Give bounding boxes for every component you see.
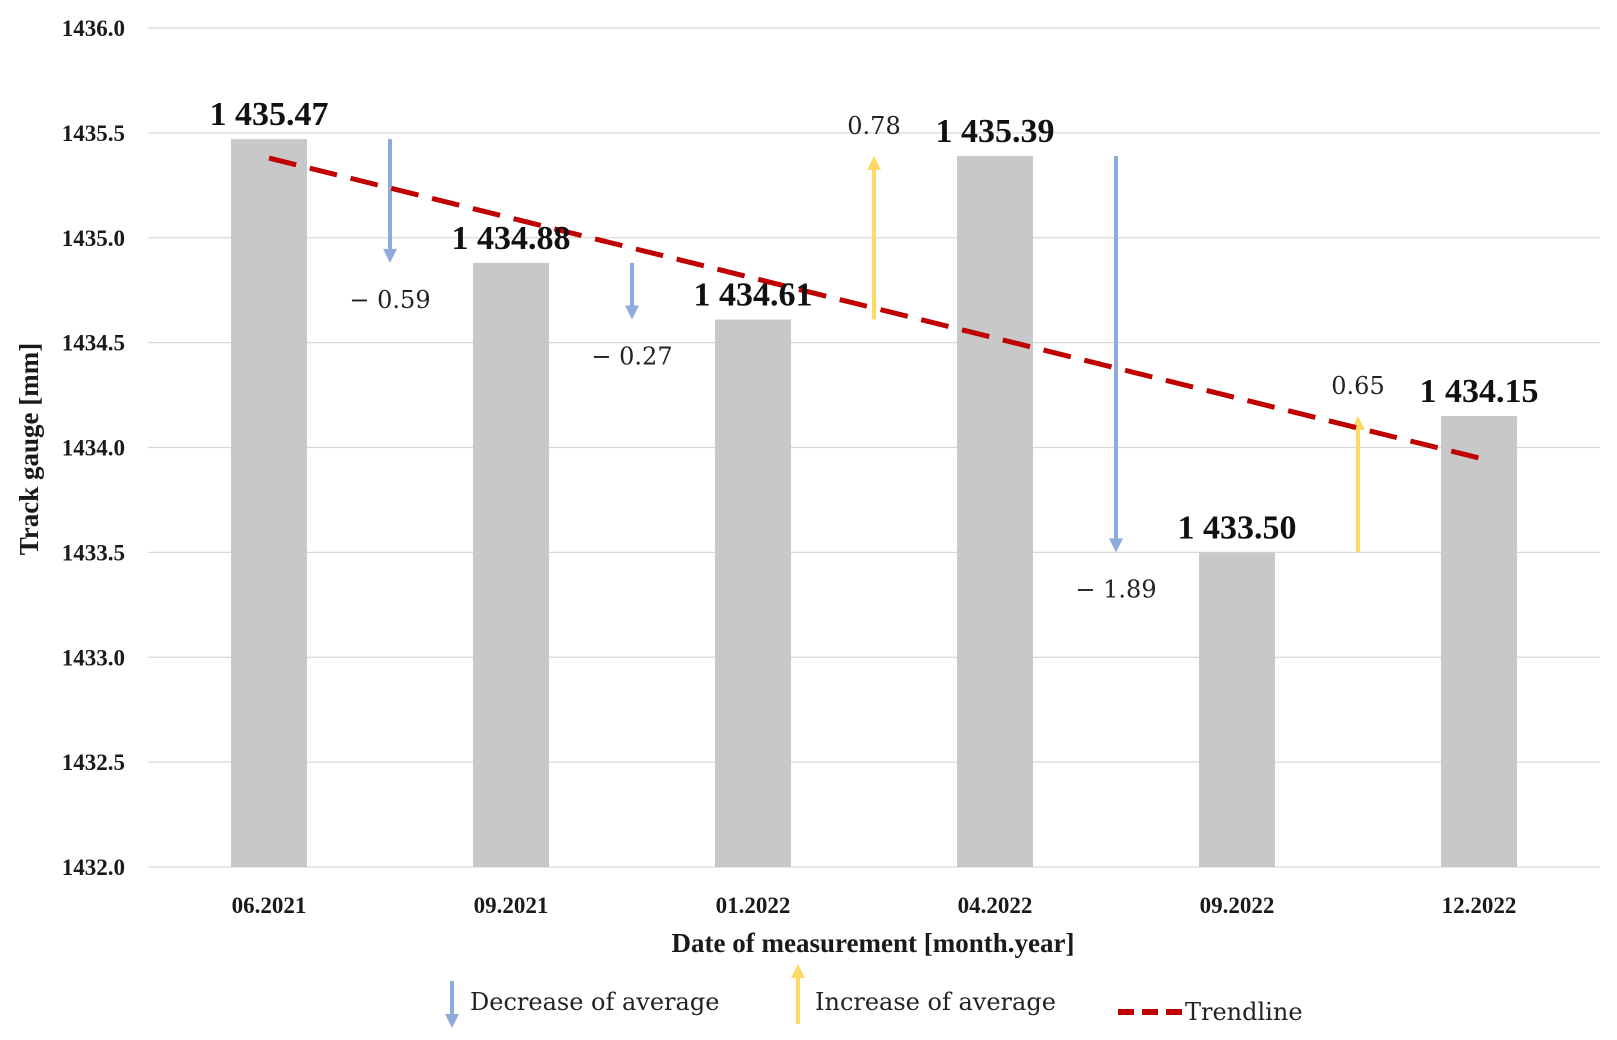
- bar-value-label: 1 435.47: [210, 96, 329, 133]
- change-label: 0.65: [1331, 372, 1384, 400]
- x-tick-label: 09.2022: [1200, 893, 1275, 918]
- y-tick-label: 1434.0: [62, 436, 125, 461]
- change-label: 0.78: [847, 112, 900, 140]
- legend-trendline-label: Trendline: [1185, 998, 1303, 1026]
- x-tick-label: 01.2022: [716, 893, 791, 918]
- bar-12.2022: [1441, 416, 1517, 867]
- bar-06.2021: [231, 139, 307, 868]
- bar-01.2022: [715, 319, 791, 867]
- y-tick-label: 1436.0: [62, 16, 125, 41]
- legend: Decrease of average Increase of average …: [445, 964, 1303, 1028]
- y-tick-label: 1435.5: [62, 121, 125, 146]
- legend-increase-label: Increase of average: [815, 988, 1056, 1016]
- x-tick-label: 06.2021: [232, 893, 307, 918]
- legend-decrease-arrowhead-icon: [445, 1014, 459, 1028]
- y-tick-label: 1433.0: [62, 645, 125, 670]
- y-tick-label: 1432.0: [62, 855, 125, 880]
- legend-item-trendline: Trendline: [1118, 998, 1303, 1026]
- y-axis-title: Track gauge [mm]: [14, 343, 44, 555]
- legend-item-increase: Increase of average: [791, 964, 1056, 1024]
- x-axis-title: Date of measurement [month.year]: [672, 928, 1075, 958]
- bar-09.2021: [473, 262, 549, 867]
- y-tick-label: 1433.5: [62, 540, 125, 565]
- change-label: − 0.59: [349, 286, 430, 314]
- change-label: − 1.89: [1075, 575, 1156, 603]
- change-label: − 0.27: [591, 343, 672, 371]
- legend-decrease-label: Decrease of average: [470, 988, 719, 1016]
- y-tick-label: 1435.0: [62, 226, 125, 251]
- x-tick-label: 09.2021: [474, 893, 549, 918]
- bar-value-label: 1 435.39: [936, 113, 1055, 150]
- legend-item-decrease: Decrease of average: [445, 981, 719, 1028]
- decrease-arrowhead-icon: [625, 305, 639, 320]
- y-tick-label: 1434.5: [62, 331, 125, 356]
- x-tick-label: 12.2022: [1442, 893, 1517, 918]
- bar-value-label: 1 434.61: [694, 277, 813, 314]
- bar-value-label: 1 434.88: [452, 220, 571, 257]
- decrease-arrowhead-icon: [1109, 538, 1123, 553]
- increase-arrowhead-icon: [867, 155, 881, 170]
- bar-09.2022: [1199, 552, 1275, 867]
- x-tick-label: 04.2022: [958, 893, 1033, 918]
- y-tick-label: 1432.5: [62, 750, 125, 775]
- bar-value-label: 1 434.15: [1420, 373, 1539, 410]
- bar-04.2022: [957, 155, 1033, 867]
- decrease-arrowhead-icon: [383, 248, 397, 263]
- legend-increase-arrowhead-icon: [791, 964, 805, 978]
- bar-value-label: 1 433.50: [1178, 509, 1297, 546]
